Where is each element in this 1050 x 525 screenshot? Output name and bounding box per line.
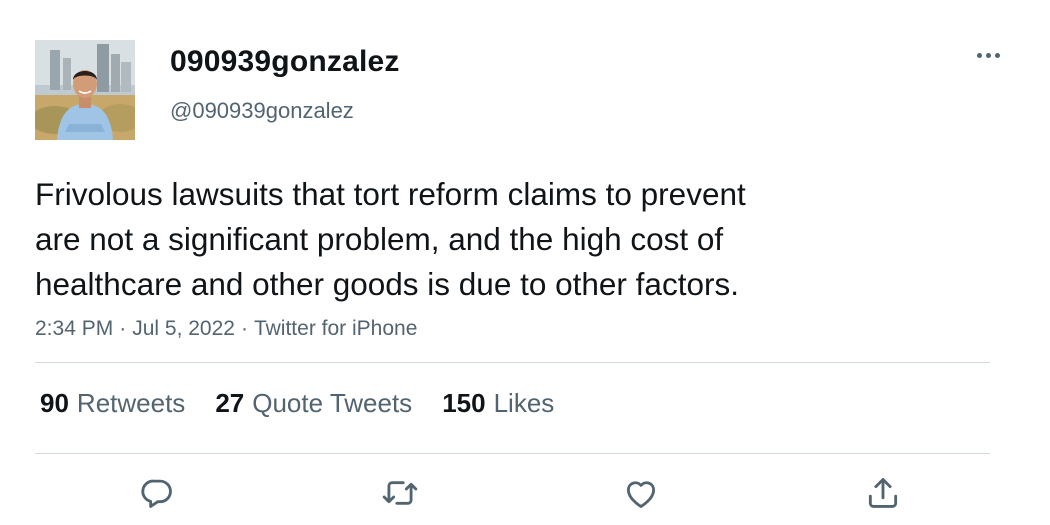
tweet-text-line: are not a significant problem, and the h…	[35, 221, 724, 257]
likes-label: Likes	[493, 388, 555, 418]
likes-stat[interactable]: 150 Likes	[442, 388, 554, 419]
tweet-stats: 90 Retweets 27 Quote Tweets 150 Likes	[40, 388, 554, 419]
share-button[interactable]	[860, 470, 906, 516]
more-dot	[985, 52, 991, 58]
more-dot	[994, 52, 1000, 58]
divider	[35, 362, 990, 363]
meta-separator: ·	[119, 317, 127, 340]
retweet-button[interactable]	[377, 470, 423, 516]
user-handle[interactable]: @090939gonzalez	[170, 98, 354, 123]
share-icon	[868, 478, 898, 508]
tweet-time[interactable]: 2:34 PM	[35, 317, 114, 340]
tweet-text-line: Frivolous lawsuits that tort reform clai…	[35, 176, 746, 212]
more-dot	[976, 52, 982, 58]
tweet-meta: 2:34 PM · Jul 5, 2022 · Twitter for iPho…	[35, 317, 417, 341]
quote-tweets-count: 27	[215, 388, 245, 418]
avatar[interactable]	[35, 40, 135, 140]
retweets-label: Retweets	[76, 388, 186, 418]
heart-icon	[626, 481, 656, 508]
quote-tweets-label: Quote Tweets	[252, 388, 413, 418]
avatar-image	[35, 40, 135, 140]
reply-button[interactable]	[134, 470, 180, 516]
tweet-text-line: healthcare and other goods is due to oth…	[35, 266, 739, 302]
likes-count: 150	[442, 388, 486, 418]
reply-icon	[141, 479, 172, 508]
display-name[interactable]: 090939gonzalez	[170, 45, 400, 78]
meta-separator: ·	[240, 317, 248, 340]
divider	[35, 453, 990, 454]
more-icon[interactable]	[970, 40, 1006, 70]
retweets-count: 90	[40, 388, 69, 418]
retweet-icon	[382, 481, 418, 505]
like-button[interactable]	[618, 470, 664, 516]
tweet-date[interactable]: Jul 5, 2022	[132, 317, 235, 340]
quote-tweets-stat[interactable]: 27 Quote Tweets	[215, 388, 412, 419]
action-bar	[0, 470, 1050, 520]
tweet-text: Frivolous lawsuits that tort reform clai…	[35, 172, 935, 307]
retweets-stat[interactable]: 90 Retweets	[40, 388, 185, 419]
tweet-source[interactable]: Twitter for iPhone	[253, 317, 418, 340]
